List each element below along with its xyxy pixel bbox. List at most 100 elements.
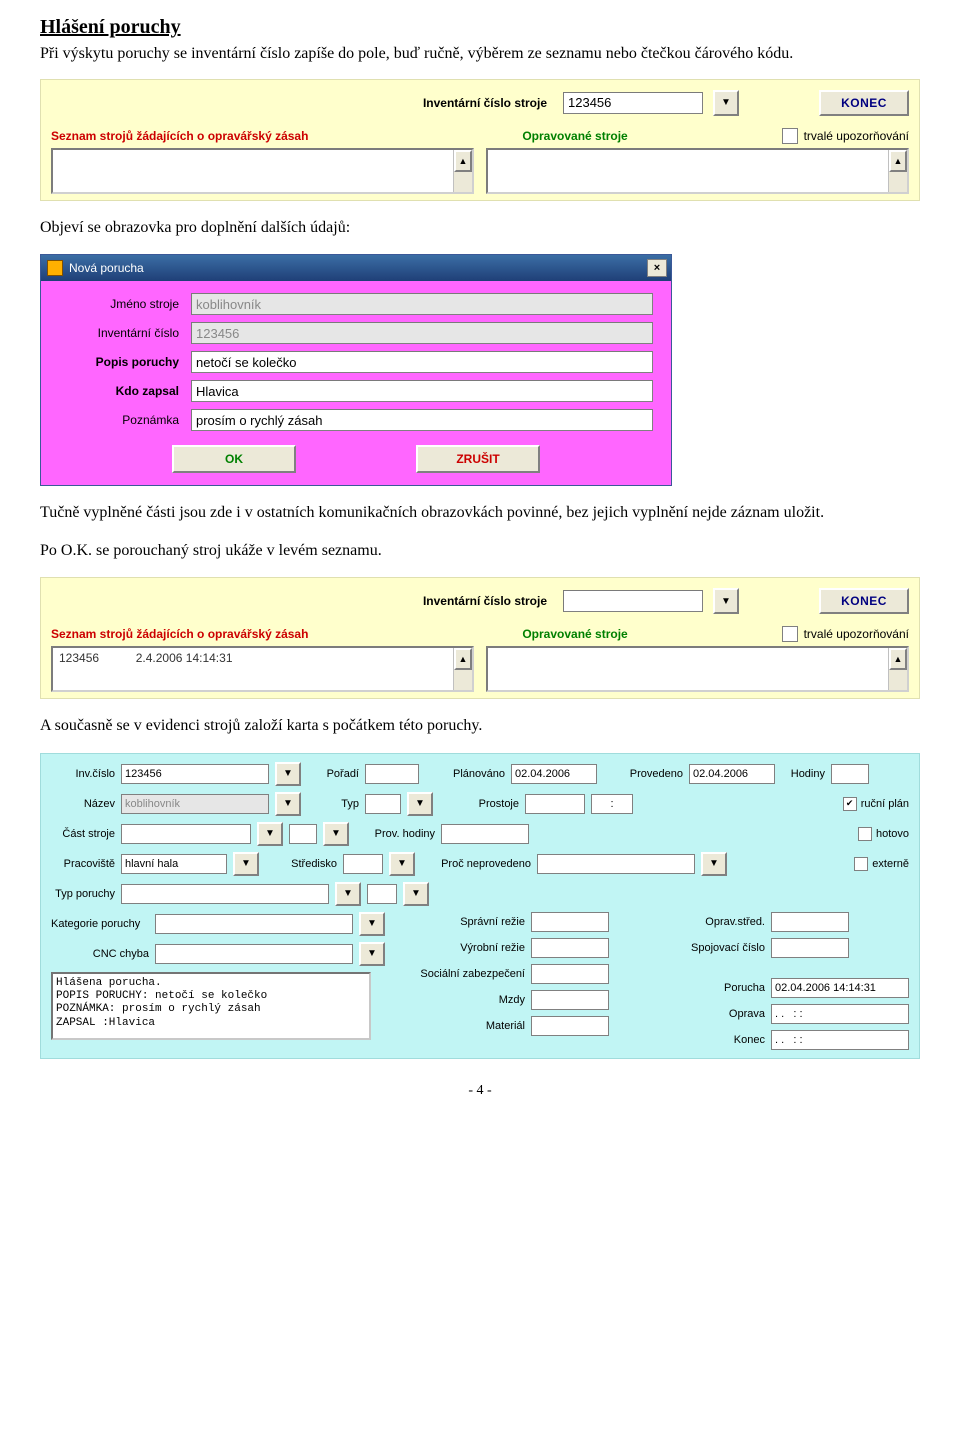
window-icon (47, 260, 63, 276)
dd-typ[interactable]: ▼ (407, 792, 433, 816)
input-typ-poruchy[interactable] (121, 884, 329, 904)
lbl-oprav-stred: Oprav.střed. (675, 916, 765, 928)
lbl-invcislo: Inv.číslo (51, 768, 115, 780)
input-prostoje-2[interactable] (591, 794, 633, 814)
input-oprava-dt[interactable] (771, 1004, 909, 1024)
input-popis[interactable] (191, 351, 653, 373)
trvale-checkbox[interactable] (782, 626, 798, 642)
dd-proc-neprov[interactable]: ▼ (701, 852, 727, 876)
lbl-porucha: Porucha (675, 982, 765, 994)
chk-externe[interactable] (854, 857, 868, 871)
scroll-up-icon[interactable]: ▲ (454, 150, 472, 172)
cancel-button[interactable]: ZRUŠIT (416, 445, 540, 473)
input-prostoje-1[interactable] (525, 794, 585, 814)
input-poradi[interactable] (365, 764, 419, 784)
list-item[interactable]: 123456 2.4.2006 14:14:31 (53, 648, 472, 668)
scrollbar[interactable]: ▲ (453, 648, 472, 690)
lbl-pracoviste: Pracoviště (51, 858, 115, 870)
heading-right-green: Opravované stroje (522, 129, 627, 143)
input-oprav-stred[interactable] (771, 912, 849, 932)
lbl-socialni: Sociální zabezpečení (415, 968, 525, 980)
dd-cnc[interactable]: ▼ (359, 942, 385, 966)
input-stredisko[interactable] (343, 854, 383, 874)
list-left[interactable]: 123456 2.4.2006 14:14:31 ▲ (51, 646, 474, 692)
konec-button[interactable]: KONEC (819, 90, 909, 116)
notes-textarea[interactable]: Hlášena porucha. POPIS PORUCHY: netočí s… (51, 972, 371, 1040)
lbl-proc-neprov: Proč neprovedeno (421, 858, 531, 870)
lbl-konec2: Konec (675, 1034, 765, 1046)
input-cast-stroje[interactable] (121, 824, 251, 844)
dd-cast-2[interactable]: ▼ (323, 822, 349, 846)
lbl-pozn: Poznámka (59, 413, 179, 427)
scrollbar[interactable]: ▲ (888, 648, 907, 690)
input-typ[interactable] (365, 794, 401, 814)
scroll-up-icon[interactable]: ▲ (889, 150, 907, 172)
close-icon[interactable]: × (647, 259, 667, 277)
lbl-prov-hodiny: Prov. hodiny (355, 828, 435, 840)
ok-button[interactable]: OK (172, 445, 296, 473)
input-proc-neprov[interactable] (537, 854, 695, 874)
input-material[interactable] (531, 1016, 609, 1036)
invent-dropdown[interactable]: ▼ (713, 588, 739, 614)
input-mzdy[interactable] (531, 990, 609, 1010)
lbl-inv: Inventární číslo (59, 326, 179, 340)
input-cast-num[interactable] (289, 824, 317, 844)
lbl-prostoje: Prostoje (439, 798, 519, 810)
invent-label: Inventární číslo stroje (423, 96, 547, 110)
chk-hotovo[interactable] (858, 827, 872, 841)
lbl-spravni: Správní režie (415, 916, 525, 928)
input-porucha-dt[interactable] (771, 978, 909, 998)
input-prov-hodiny[interactable] (441, 824, 529, 844)
dd-pracoviste[interactable]: ▼ (233, 852, 259, 876)
dd-nazev[interactable]: ▼ (275, 792, 301, 816)
input-socialni[interactable] (531, 964, 609, 984)
invent-input[interactable] (563, 92, 703, 114)
dd-cast-1[interactable]: ▼ (257, 822, 283, 846)
dialog-titlebar[interactable]: Nová porucha × (41, 255, 671, 281)
lbl-cnc: CNC chyba (51, 948, 149, 960)
input-typ-por-n[interactable] (367, 884, 397, 904)
lbl-planovano: Plánováno (425, 768, 505, 780)
input-invcislo[interactable] (121, 764, 269, 784)
trvale-checkbox[interactable] (782, 128, 798, 144)
list-right[interactable]: ▲ (486, 148, 909, 194)
heading-left-red: Seznam strojů žádajících o opravářský zá… (51, 627, 308, 641)
dd-typ-por1[interactable]: ▼ (335, 882, 361, 906)
konec-button[interactable]: KONEC (819, 588, 909, 614)
input-cnc[interactable] (155, 944, 353, 964)
trvale-label: trvalé upozorňování (804, 627, 909, 641)
input-planovano[interactable] (511, 764, 597, 784)
scroll-up-icon[interactable]: ▲ (454, 648, 472, 670)
scrollbar[interactable]: ▲ (888, 150, 907, 192)
input-inv (191, 322, 653, 344)
input-hodiny[interactable] (831, 764, 869, 784)
input-spravni[interactable] (531, 912, 609, 932)
dd-stredisko[interactable]: ▼ (389, 852, 415, 876)
scrollbar[interactable]: ▲ (453, 150, 472, 192)
dialog-title: Nová porucha (69, 261, 144, 275)
dd-invcislo[interactable]: ▼ (275, 762, 301, 786)
invent-label: Inventární číslo stroje (423, 594, 547, 608)
lbl-externe: externě (872, 858, 909, 870)
input-spoj-cislo[interactable] (771, 938, 849, 958)
input-pracoviste[interactable] (121, 854, 227, 874)
scroll-up-icon[interactable]: ▲ (889, 648, 907, 670)
dd-typ-por2[interactable]: ▼ (403, 882, 429, 906)
list-right[interactable]: ▲ (486, 646, 909, 692)
list-left[interactable]: ▲ (51, 148, 474, 194)
invent-input[interactable] (563, 590, 703, 612)
input-kdo[interactable] (191, 380, 653, 402)
input-kategorie[interactable] (155, 914, 353, 934)
dd-kategorie[interactable]: ▼ (359, 912, 385, 936)
chk-rucni-plan[interactable]: ✔ (843, 797, 857, 811)
new-fault-dialog: Nová porucha × Jméno stroje Inventární č… (40, 254, 672, 486)
input-provedeno[interactable] (689, 764, 775, 784)
lbl-nazev: Název (51, 798, 115, 810)
input-konec-dt[interactable] (771, 1030, 909, 1050)
input-vyrobni[interactable] (531, 938, 609, 958)
heading-right-green: Opravované stroje (522, 627, 627, 641)
lbl-stredisko: Středisko (265, 858, 337, 870)
cyan-form: Inv.číslo ▼ Pořadí Plánováno Provedeno H… (40, 753, 920, 1059)
input-pozn[interactable] (191, 409, 653, 431)
invent-dropdown[interactable]: ▼ (713, 90, 739, 116)
